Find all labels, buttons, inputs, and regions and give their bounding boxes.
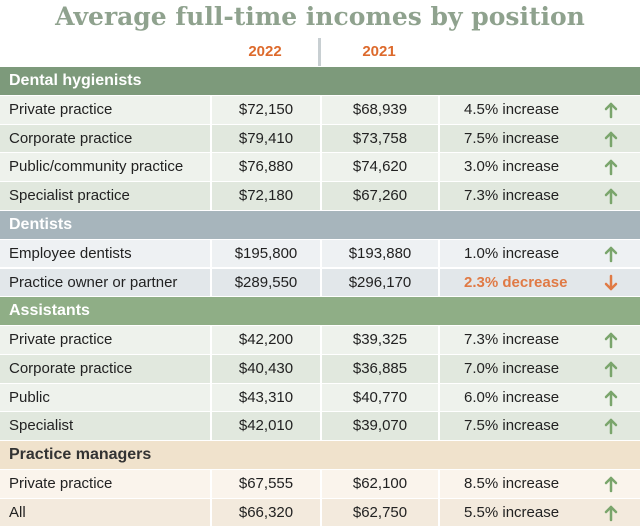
arrow-icon [604,332,618,349]
cell: $40,770 [320,383,438,412]
cell: $72,150 [210,96,320,124]
cell: $36,885 [320,354,438,383]
cell: $62,100 [320,470,438,498]
trend-arrow [592,240,640,268]
cell: 5.5% increase [438,498,592,527]
row-label: Private practice [9,101,113,118]
cell: $76,880 [210,153,320,182]
arrow-icon [604,102,618,119]
cell: $62,750 [320,498,438,527]
trend-arrow [592,269,640,297]
arrow-icon [604,361,618,378]
cell: 6.0% increase [438,383,592,412]
row: Public/community practice $76,880 $74,620 3… [0,153,640,182]
arrow-icon [604,476,618,493]
title: Average full-time incomes by position [55,2,585,31]
trend-arrow [592,125,640,153]
cell: $195,800 [210,239,320,268]
section-header: Practice managers [0,441,640,469]
row-label: Corporate practice [9,359,133,377]
arrow-icon [604,246,618,263]
trend-arrow [592,499,640,527]
row-label: Specialist [9,417,74,435]
cell: $43,310 [210,383,320,412]
cell: $289,550 [210,268,320,297]
year-header: 2021 [362,43,396,60]
row-label: Practice owner or partner [9,273,178,291]
cell: 3.0% increase [438,153,592,182]
cell: 7.3% increase [438,182,592,210]
section-header: Assistants [0,297,640,326]
cell: $42,200 [210,326,320,354]
cell: 1.0% increase [438,239,592,268]
trend-arrow [592,412,640,440]
cell: $296,170 [320,268,438,297]
row: Private practice $72,150 $68,939 4.5% incre… [0,96,640,124]
arrow-icon [604,505,618,521]
cell: $67,555 [210,470,320,498]
trend-arrow [592,355,640,383]
cell: $79,410 [210,124,320,153]
cell: $39,325 [320,326,438,354]
row-label: Public/community practice [9,158,184,176]
header-separator [318,38,321,66]
cell: $39,070 [320,412,438,440]
cell: 8.5% increase [438,470,592,498]
row: Employee dentists $195,800 $193,880 1.0% in… [0,239,640,268]
cell: $193,880 [320,239,438,268]
trend-arrow [592,326,640,354]
row: Specialist practice $72,180 $67,260 7.3% in… [0,182,640,210]
row-label: Private practice [9,475,113,492]
cell: $42,010 [210,412,320,440]
arrow-icon [604,131,618,147]
row-label: Corporate practice [9,129,133,147]
row: Private practice $67,555 $62,100 8.5% incre… [0,470,640,498]
row-label: Employee dentists [9,244,132,262]
row: Corporate practice $40,430 $36,885 7.0% inc… [0,354,640,383]
arrow-icon [604,274,618,290]
row: Corporate practice $79,410 $73,758 7.5% inc… [0,124,640,153]
row-label: Public [9,388,50,406]
row: Public $43,310 $40,770 6.0% increase [0,383,640,412]
row-label: Specialist practice [9,187,130,205]
row-label: All [9,503,26,521]
row: Specialist $42,010 $39,070 7.5% increase [0,412,640,440]
cell: $73,758 [320,124,438,153]
cell: $67,260 [320,182,438,210]
cell: $40,430 [210,354,320,383]
cell: 7.0% increase [438,354,592,383]
row-label: Private practice [9,331,113,349]
arrow-icon [604,390,618,406]
row: All $66,320 $62,750 5.5% increase [0,498,640,527]
row: Practice owner or partner $289,550 $296,17… [0,268,640,297]
cell: 7.3% increase [438,326,592,354]
row: Private practice $42,200 $39,325 7.3% incre… [0,326,640,354]
trend-arrow [592,384,640,412]
cell: 7.5% increase [438,124,592,153]
cell: $74,620 [320,153,438,182]
arrow-icon [604,188,618,205]
cell: $68,939 [320,96,438,124]
trend-arrow [592,153,640,181]
cell: 4.5% increase [438,96,592,124]
trend-arrow [592,96,640,124]
cell: $72,180 [210,182,320,210]
cell: 7.5% increase [438,412,592,440]
cell: $66,320 [210,498,320,527]
arrow-icon [604,419,618,435]
year-header: 2022 [248,43,282,60]
trend-arrow [592,470,640,498]
trend-arrow [592,182,640,210]
section-header: Dentists [0,210,640,239]
cell: 2.3% decrease [438,268,592,297]
section-header: Dental hygienists [0,67,640,95]
arrow-icon [604,160,618,176]
